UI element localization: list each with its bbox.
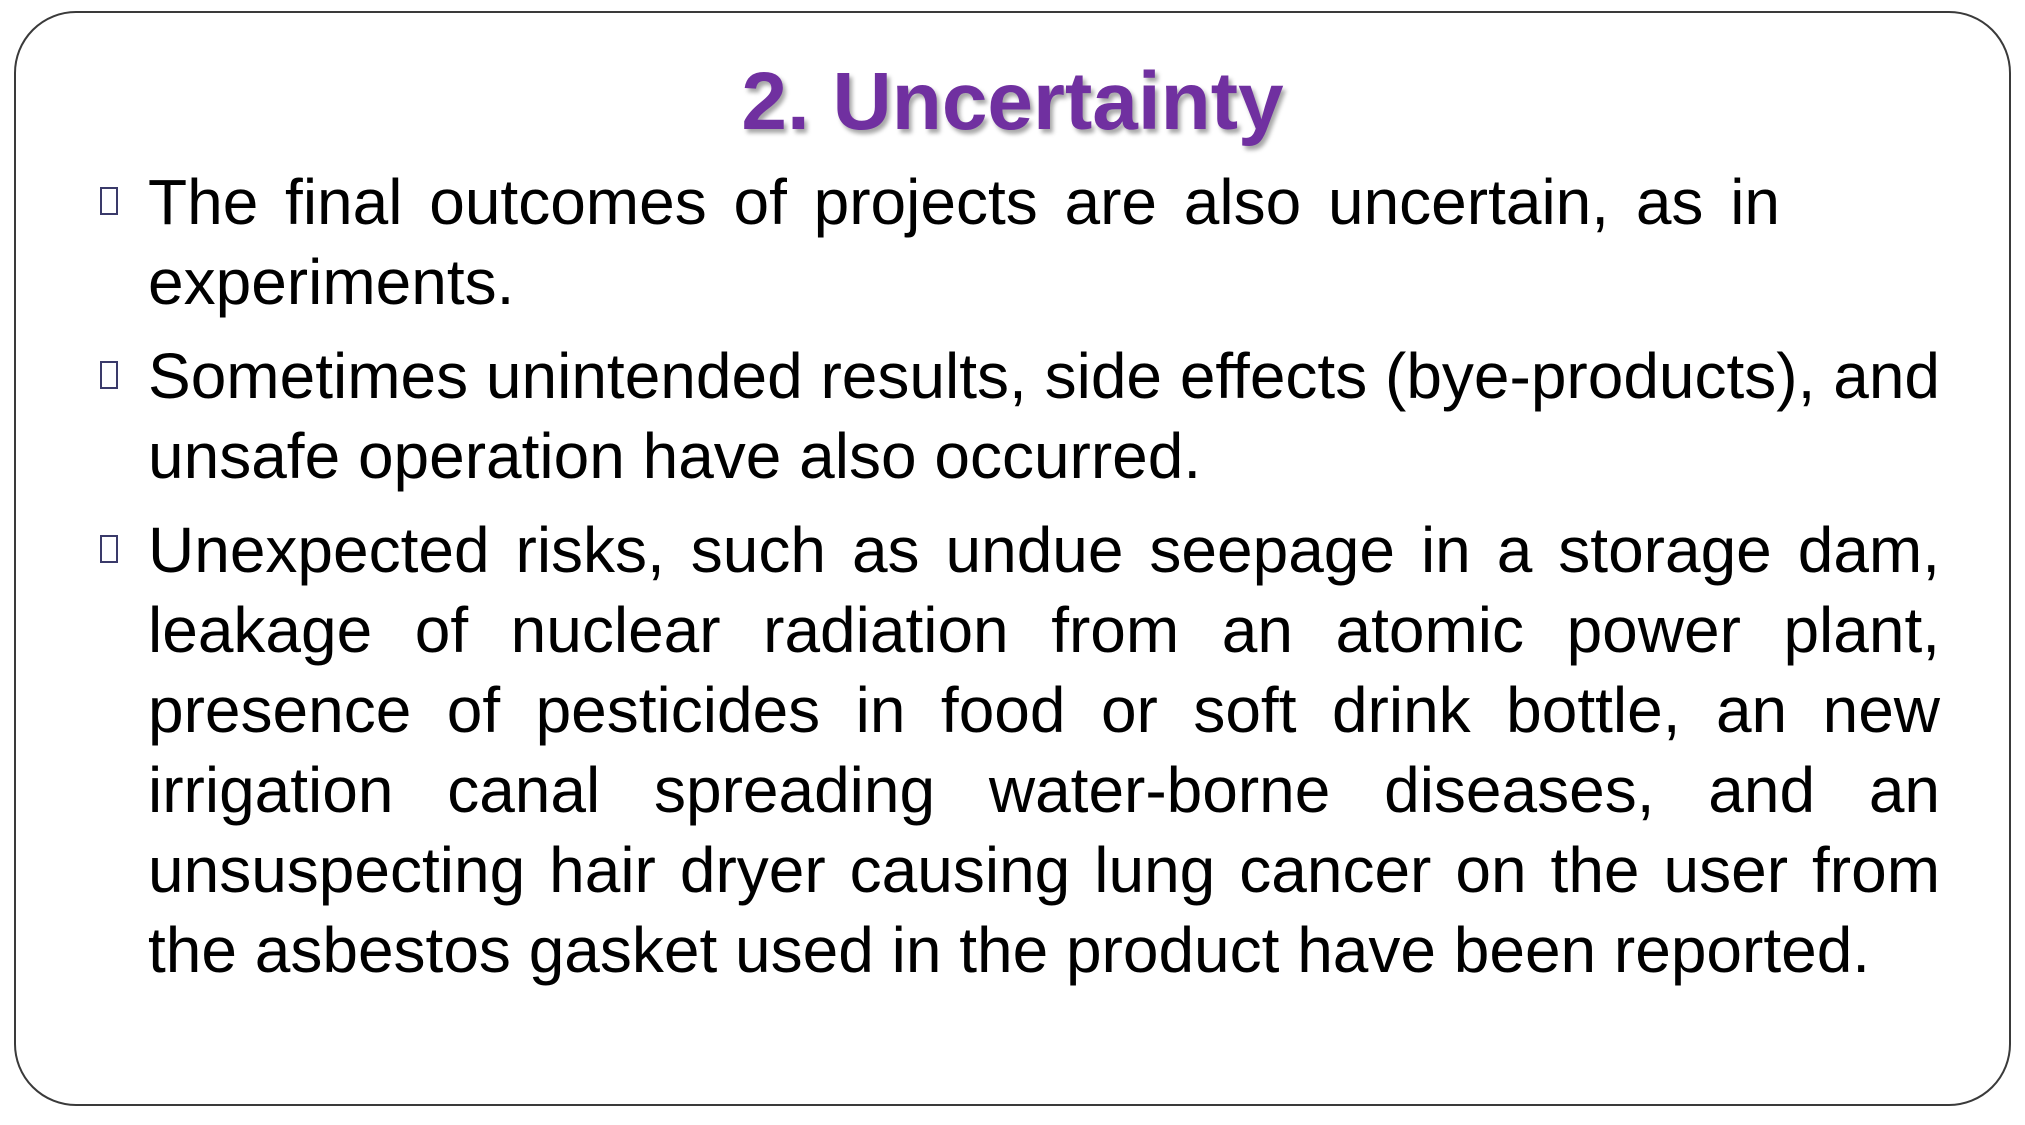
- bullet-list: The final outcomes of projects are also …: [100, 162, 1940, 1004]
- square-bullet-icon: [100, 361, 118, 389]
- square-bullet-icon: [100, 187, 118, 215]
- slide-frame: [14, 11, 2011, 1106]
- bullet-item: Unexpected risks, such as undue seepage …: [100, 510, 1940, 990]
- slide-title: 2. Uncertainty: [741, 56, 1284, 147]
- square-bullet-icon: [100, 535, 118, 563]
- bullet-item: Sometimes unintended results, side effec…: [100, 336, 1940, 496]
- bullet-text: The final outcomes of projects are also …: [148, 166, 1780, 318]
- bullet-text: Sometimes unintended results, side effec…: [148, 340, 1940, 492]
- bullet-item: The final outcomes of projects are also …: [100, 162, 1780, 322]
- bullet-text: Unexpected risks, such as undue seepage …: [148, 514, 1940, 986]
